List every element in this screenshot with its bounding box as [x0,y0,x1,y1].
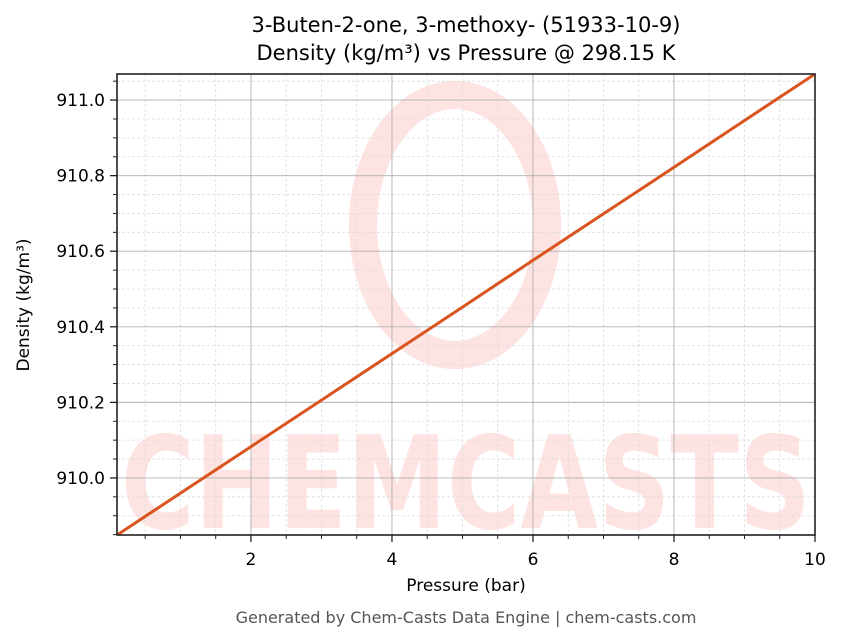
chart-title-line1: 3-Buten-2-one, 3-methoxy- (51933-10-9) [251,13,681,37]
footer-credit: Generated by Chem-Casts Data Engine | ch… [235,608,697,627]
density-line [117,74,815,535]
axis-tick-labels: 2 4 6 8 10 910.0 910.2 910.4 910.6 910.8 911.0 [56,91,825,570]
svg-text:CHEMCASTS: CHEMCASTS [121,410,811,559]
x-tick-label: 8 [669,550,680,570]
x-tick-label: 6 [528,550,539,570]
y-tick-label: 910.4 [56,318,105,338]
x-tick-label: 2 [246,550,257,570]
x-tick-label: 4 [387,550,398,570]
axis-ticks [110,80,816,542]
y-tick-label: 911.0 [56,91,105,111]
watermark-logo-icon [349,81,561,369]
y-axis-label: Density (kg/m³) [14,238,34,372]
x-tick-label: 10 [804,550,826,570]
x-axis-label: Pressure (bar) [406,576,526,596]
grid-minor [117,74,815,536]
chart-title-line2: Density (kg/m³) vs Pressure @ 298.15 K [256,41,676,65]
y-tick-label: 910.6 [56,242,105,262]
watermark: CHEMCASTS [121,81,811,559]
y-tick-label: 910.0 [56,469,105,489]
plot-frame [116,73,816,536]
y-tick-label: 910.2 [56,393,105,413]
y-tick-label: 910.8 [56,167,105,187]
